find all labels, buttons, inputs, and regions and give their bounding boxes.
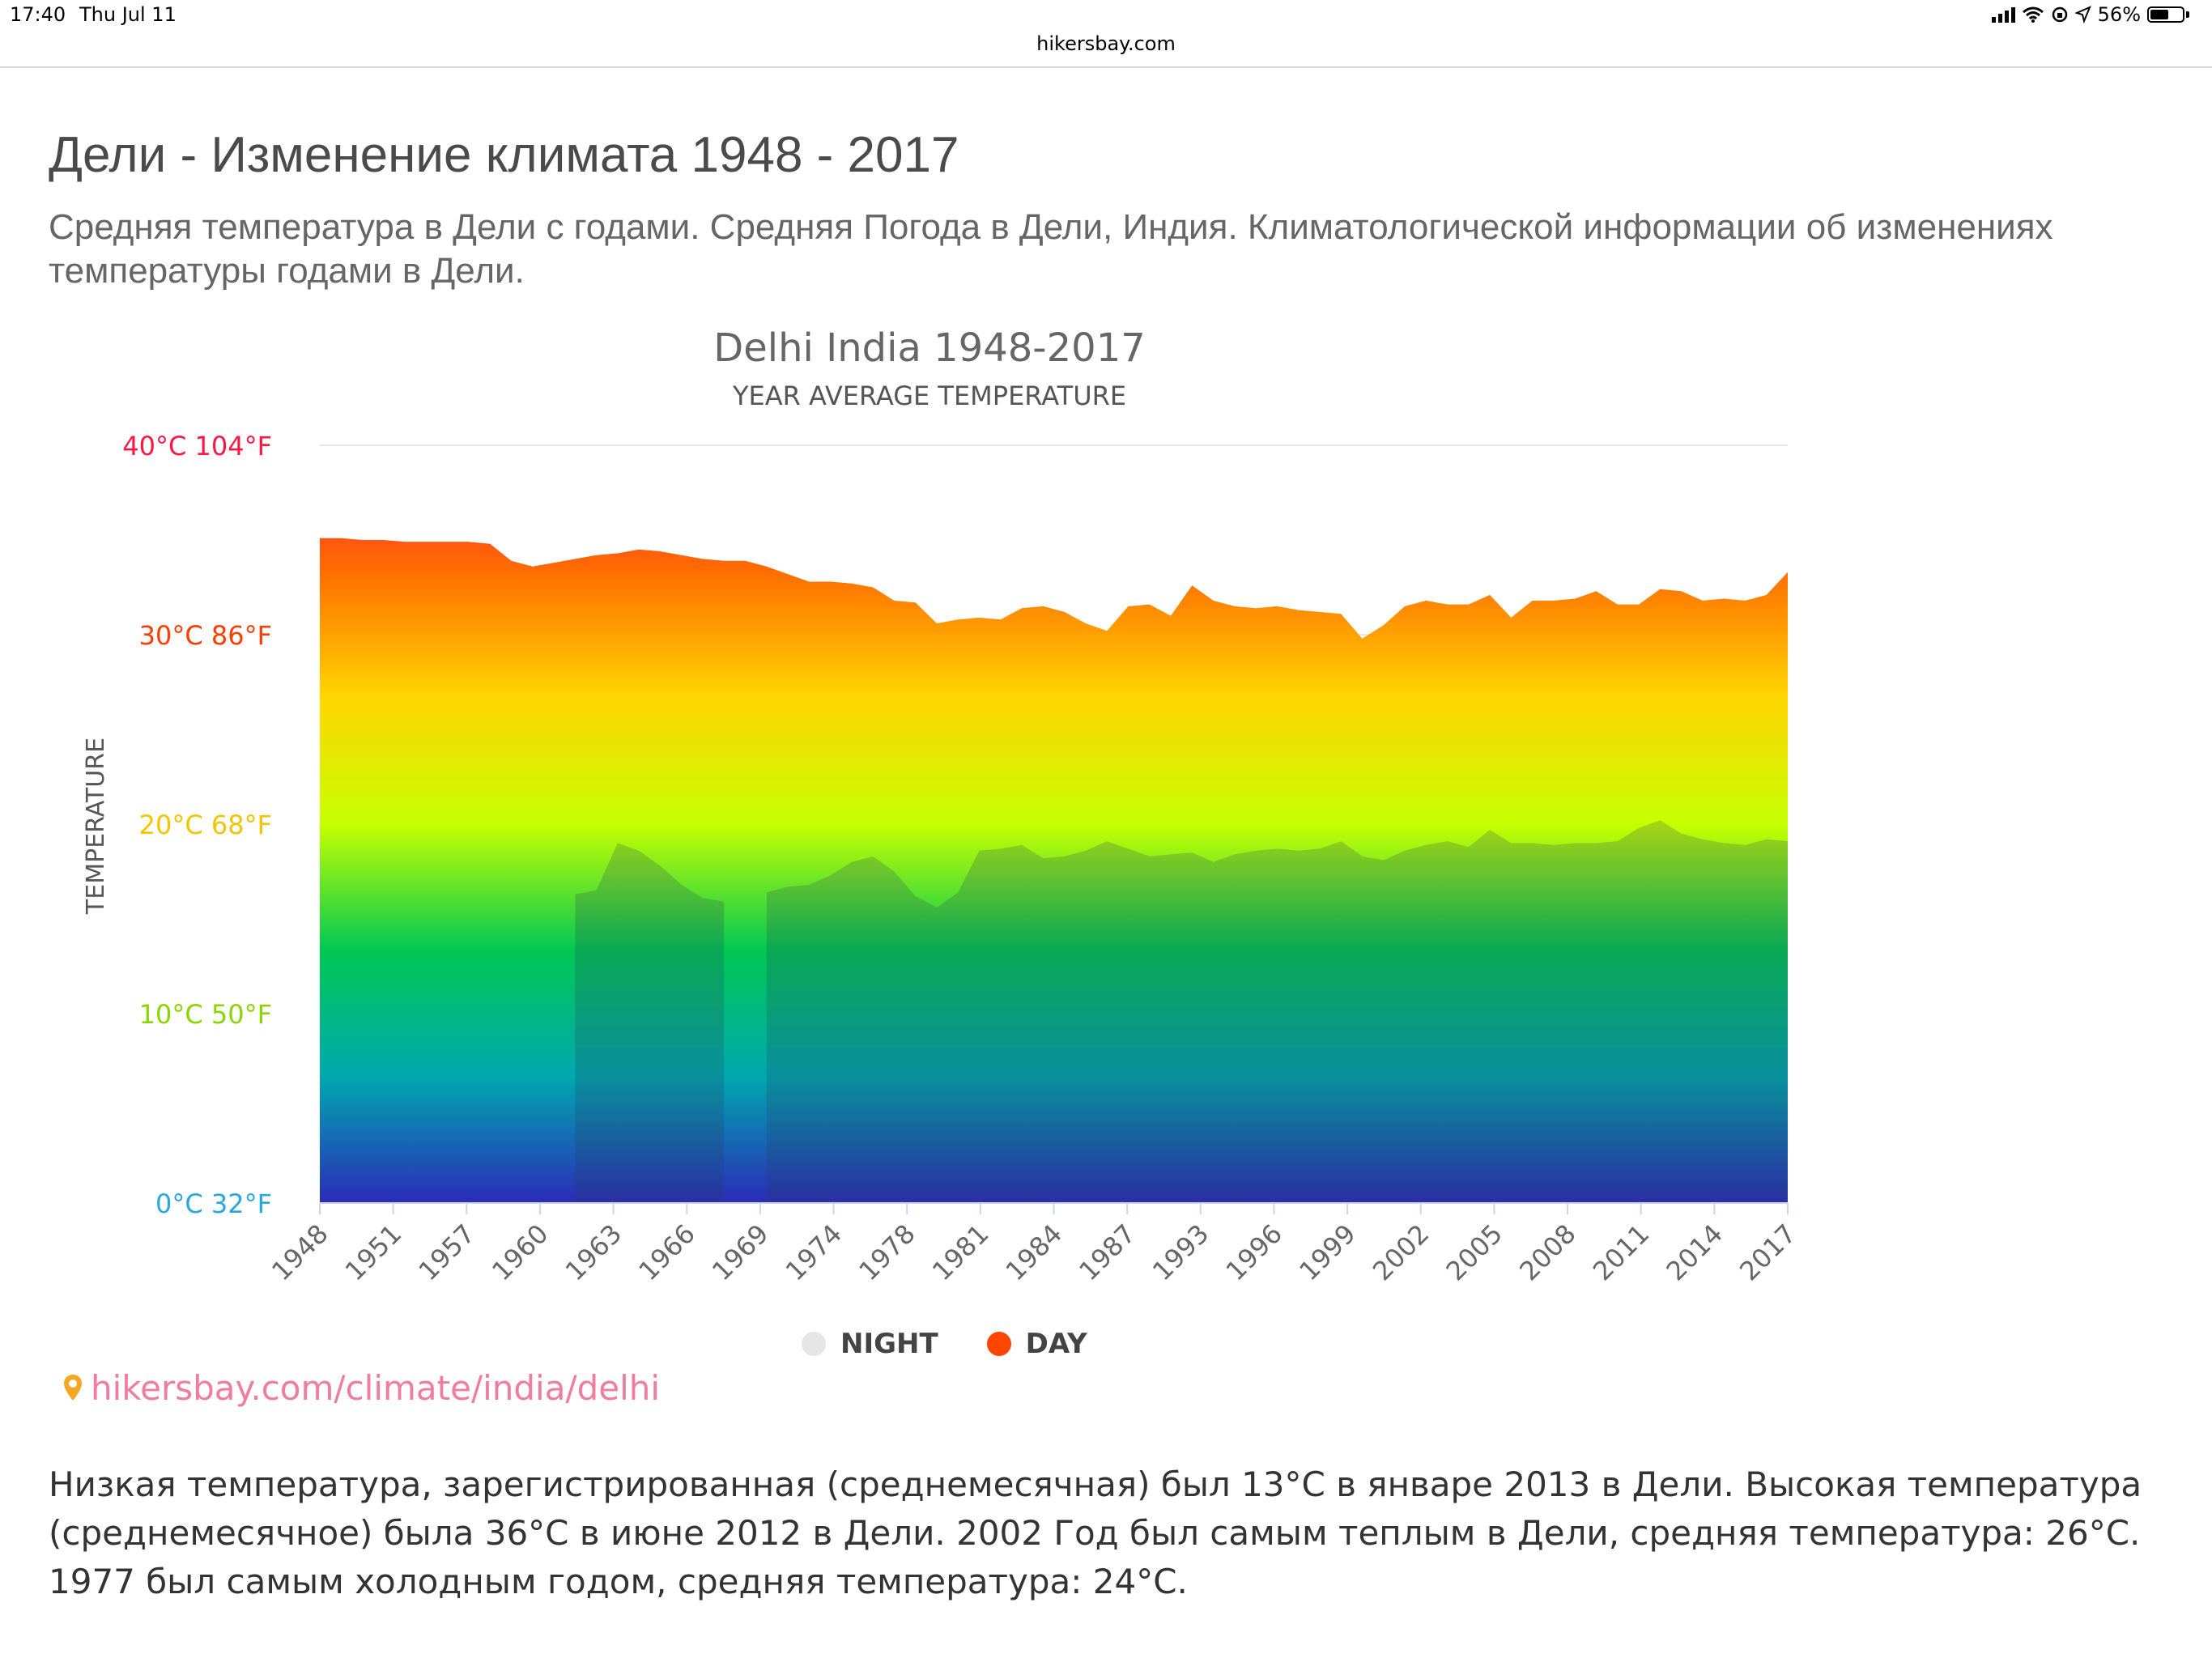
- y-axis-labels: 40°C 104°F 30°C 86°F 20°C 68°F 10°C 50°F 0°C…: [122, 431, 272, 1219]
- battery-icon: [2147, 6, 2184, 23]
- status-icons: 56%: [1991, 3, 2189, 26]
- climate-chart-svg: Delhi India 1948-2017 YEAR AVERAGE TEMPE…: [82, 325, 1802, 1286]
- lock-rotation-icon: [2052, 6, 2067, 23]
- status-bar: 17:40 Thu Jul 11 56%: [0, 0, 2212, 36]
- source-link-text[interactable]: hikersbay.com/climate/india/delhi: [91, 1368, 661, 1408]
- y-tick-label: 40°C 104°F: [122, 431, 272, 461]
- night-area: [766, 820, 1788, 1203]
- legend-day-label: DAY: [1025, 1328, 1087, 1360]
- x-tick-label: 1981: [926, 1218, 994, 1286]
- cellular-signal-icon: [1991, 6, 2015, 23]
- x-tick-label: 1984: [1000, 1218, 1068, 1286]
- toolbar-divider: [0, 66, 2212, 68]
- x-tick-label: 1996: [1220, 1218, 1288, 1286]
- address-bar[interactable]: hikersbay.com: [0, 32, 2212, 66]
- battery-percentage: 56%: [2097, 3, 2141, 26]
- x-axis-labels: 1948 1951 1957 1960 1963 1966 1969 1974 1978 1981…: [266, 1203, 1802, 1286]
- address-bar-url[interactable]: hikersbay.com: [1036, 32, 1176, 55]
- x-tick-label: 1999: [1293, 1218, 1361, 1286]
- page-subtitle: Средняя температура в Дели с годами. Сре…: [49, 207, 2053, 291]
- y-axis-title: TEMPERATURE: [82, 738, 110, 915]
- x-tick-label: 1987: [1073, 1218, 1141, 1286]
- x-tick-label: 1963: [559, 1218, 627, 1286]
- x-tick-label: 1993: [1146, 1218, 1214, 1286]
- x-tick-label: 2017: [1733, 1218, 1802, 1286]
- x-tick-label: 1969: [706, 1218, 774, 1286]
- x-tick-label: 1960: [486, 1218, 554, 1286]
- location-arrow-icon: [2074, 6, 2091, 23]
- page-title: Дели - Изменение климата 1948 - 2017: [49, 127, 959, 183]
- night-area: [575, 843, 725, 1203]
- chart-legend: NIGHT DAY: [802, 1328, 1087, 1360]
- y-tick-label: 10°C 50°F: [139, 999, 272, 1030]
- night-areas: [575, 820, 1788, 1203]
- y-tick-label: 20°C 68°F: [139, 810, 272, 840]
- x-tick-label: 2002: [1367, 1218, 1435, 1286]
- chart-title: Delhi India 1948-2017: [713, 325, 1146, 371]
- y-tick-label: 0°C 32°F: [155, 1188, 272, 1219]
- x-tick-label: 2014: [1661, 1218, 1729, 1286]
- x-tick-label: 1978: [853, 1218, 921, 1286]
- source-link[interactable]: hikersbay.com/climate/india/delhi: [62, 1368, 660, 1408]
- status-date: Thu Jul 11: [79, 3, 177, 26]
- x-tick-label: 2011: [1587, 1218, 1655, 1286]
- x-tick-label: 1974: [780, 1218, 848, 1286]
- y-tick-label: 30°C 86°F: [139, 620, 272, 651]
- x-tick-label: 1966: [632, 1218, 700, 1286]
- legend-day-marker: [986, 1332, 1011, 1356]
- wifi-icon: [2022, 6, 2044, 23]
- battery-tip-icon: [2186, 11, 2189, 18]
- climate-chart: Delhi India 1948-2017 YEAR AVERAGE TEMPE…: [0, 308, 2212, 1441]
- x-tick-label: 1951: [339, 1218, 407, 1286]
- legend-night-label: NIGHT: [840, 1328, 938, 1360]
- x-tick-label: 2008: [1513, 1218, 1581, 1286]
- day-area: [320, 538, 1788, 1203]
- legend-night[interactable]: NIGHT: [802, 1328, 938, 1360]
- legend-day[interactable]: DAY: [986, 1328, 1087, 1360]
- chart-subtitle: YEAR AVERAGE TEMPERATURE: [732, 380, 1126, 411]
- x-tick-label: 2005: [1440, 1218, 1508, 1286]
- x-tick-label: 1948: [266, 1218, 334, 1286]
- climate-summary: Низкая температура, зарегистрированная (…: [49, 1465, 2142, 1601]
- legend-night-marker: [802, 1332, 826, 1356]
- x-tick-label: 1957: [413, 1218, 481, 1286]
- map-pin-icon: [64, 1374, 82, 1401]
- status-time: 17:40: [10, 3, 66, 26]
